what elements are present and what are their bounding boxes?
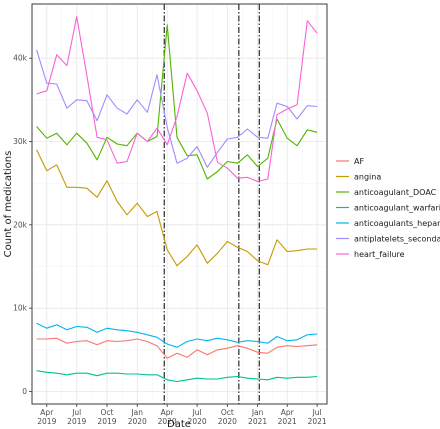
x-tick-label: 2020 — [158, 417, 177, 426]
x-tick-label: 2021 — [308, 417, 327, 426]
x-tick-label: Jan — [251, 408, 264, 417]
y-tick-label: 40k — [13, 54, 28, 63]
grid — [32, 4, 327, 404]
panel-background — [31, 3, 328, 405]
y-tick-label: 20k — [13, 220, 28, 229]
legend-label-anticoagulant_DOAC: anticoagulant_DOAC — [354, 188, 437, 197]
x-tick-label: Jul — [192, 408, 202, 417]
x-tick-label: Oct — [221, 408, 234, 417]
legend-label-anticoagulant_warfarins: anticoagulant_warfarins — [354, 204, 440, 213]
x-tick-label: Apr — [281, 408, 295, 417]
series-line-heart_failure — [36, 15, 318, 183]
series-line-antiplatelets_secondary — [36, 49, 318, 168]
legend-label-angina: angina — [354, 173, 381, 182]
legend-label-AF: AF — [354, 157, 364, 166]
x-tick-label: Jan — [130, 408, 143, 417]
legend: AF angina anticoagulant_DOAC anticoagulant_… — [336, 157, 440, 259]
x-tick-label: Jul — [312, 408, 322, 417]
x-tick-label: 2020 — [188, 417, 207, 426]
y-axis: 0 10k 20k 30k 40k — [13, 54, 32, 396]
series-line-anticoagulants_heparins — [36, 322, 318, 348]
series-line-angina — [36, 149, 318, 267]
legend-label-anticoagulants_heparins: anticoagulants_heparins — [354, 219, 440, 228]
x-tick-label: Oct — [100, 408, 113, 417]
legend-label-heart_failure: heart_failure — [354, 250, 405, 259]
legend-label-antiplatelets_secondary: antiplatelets_secondary — [354, 235, 440, 244]
x-tick-label: Apr — [161, 408, 175, 417]
series-line-anticoagulant_warfarins — [36, 370, 318, 383]
x-tick-label: 2019 — [97, 417, 116, 426]
panel-border — [31, 3, 328, 405]
x-tick-label: Jul — [71, 408, 81, 417]
y-axis-title: Count of medications — [3, 151, 14, 258]
y-tick-label: 30k — [13, 137, 28, 146]
x-axis: Apr2019Jul2019Oct2019Jan2020Apr2020Jul20… — [37, 404, 327, 426]
series-lines — [36, 15, 318, 383]
x-tick-label: 2021 — [278, 417, 297, 426]
x-tick-label: 2020 — [218, 417, 237, 426]
y-tick-label: 10k — [13, 304, 28, 313]
x-tick-label: 2019 — [37, 417, 56, 426]
series-line-AF — [36, 337, 318, 359]
x-tick-label: Apr — [40, 408, 54, 417]
x-axis-title: Date — [167, 419, 191, 429]
x-tick-label: 2020 — [128, 417, 147, 426]
y-tick-label: 0 — [22, 387, 27, 396]
x-tick-label: 2021 — [248, 417, 267, 426]
reference-lines — [163, 4, 260, 404]
series-line-anticoagulant_DOAC — [36, 24, 318, 180]
x-tick-label: 2019 — [67, 417, 86, 426]
